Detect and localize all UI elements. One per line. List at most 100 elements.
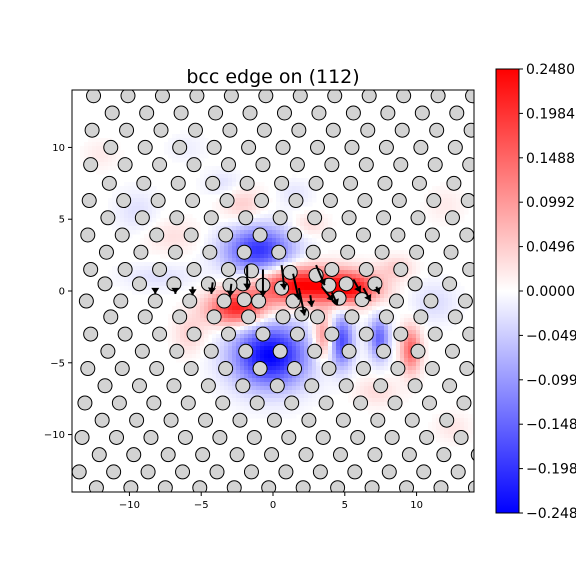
field-cell bbox=[368, 354, 373, 359]
field-cell bbox=[96, 154, 101, 159]
field-cell bbox=[340, 306, 345, 311]
field-cell bbox=[316, 378, 321, 383]
field-cell bbox=[264, 238, 269, 243]
field-cell bbox=[276, 206, 281, 211]
field-cell bbox=[276, 302, 281, 307]
field-cell bbox=[408, 358, 413, 363]
field-cell bbox=[240, 194, 245, 199]
field-cell bbox=[320, 370, 325, 375]
field-cell bbox=[268, 290, 273, 295]
field-cell bbox=[228, 374, 233, 379]
field-cell bbox=[184, 330, 189, 335]
field-cell bbox=[172, 266, 177, 271]
field-cell bbox=[432, 306, 437, 311]
field-cell bbox=[296, 262, 301, 267]
field-cell bbox=[364, 386, 369, 391]
field-cell bbox=[448, 430, 453, 435]
field-cell bbox=[252, 206, 257, 211]
field-cell bbox=[236, 202, 241, 207]
field-cell bbox=[348, 270, 353, 275]
field-cell bbox=[304, 210, 309, 215]
field-cell bbox=[140, 206, 145, 211]
field-cell bbox=[264, 318, 269, 323]
field-cell bbox=[308, 322, 313, 327]
field-cell bbox=[168, 142, 173, 147]
field-cell bbox=[236, 222, 241, 227]
atom bbox=[274, 280, 290, 296]
field-cell bbox=[96, 158, 101, 163]
field-cell bbox=[320, 266, 325, 271]
field-cell bbox=[444, 426, 449, 431]
field-cell bbox=[240, 198, 245, 203]
field-cell bbox=[216, 390, 221, 395]
field-cell bbox=[416, 362, 421, 367]
atom bbox=[254, 193, 270, 209]
field-cell bbox=[300, 386, 305, 391]
field-cell bbox=[176, 134, 181, 139]
y-tick-label: −10 bbox=[44, 430, 65, 441]
field-cell bbox=[280, 230, 285, 235]
field-cell bbox=[232, 386, 237, 391]
field-cell bbox=[428, 278, 433, 283]
field-cell bbox=[264, 398, 269, 403]
field-cell bbox=[184, 266, 189, 271]
field-cell bbox=[120, 222, 125, 227]
field-cell bbox=[236, 358, 241, 363]
field-cell bbox=[344, 370, 349, 375]
field-cell bbox=[328, 302, 333, 307]
field-cell bbox=[228, 390, 233, 395]
field-cell bbox=[336, 282, 341, 287]
field-cell bbox=[288, 386, 293, 391]
field-cell bbox=[300, 190, 305, 195]
atom bbox=[308, 175, 324, 191]
field-cell bbox=[284, 262, 289, 267]
atom bbox=[390, 361, 406, 377]
field-cell bbox=[180, 330, 185, 335]
displacement-arrow bbox=[330, 292, 339, 306]
field-cell bbox=[116, 154, 121, 159]
field-cell bbox=[308, 278, 313, 283]
field-cell bbox=[236, 170, 241, 175]
colorbar-tick-label: −0.148 bbox=[526, 417, 576, 433]
field-cell bbox=[364, 306, 369, 311]
field-cell bbox=[372, 314, 377, 319]
field-cell bbox=[300, 262, 305, 267]
field-cell bbox=[256, 382, 261, 387]
field-cell bbox=[440, 214, 445, 219]
field-cell bbox=[288, 190, 293, 195]
field-cell bbox=[396, 390, 401, 395]
field-cell bbox=[400, 398, 405, 403]
field-cell bbox=[268, 362, 273, 367]
field-cell bbox=[124, 182, 129, 187]
field-cell bbox=[392, 342, 397, 347]
atom bbox=[332, 447, 348, 463]
field-cell bbox=[336, 346, 341, 351]
field-cell bbox=[292, 410, 297, 415]
field-cell bbox=[288, 390, 293, 395]
field-cell bbox=[136, 198, 141, 203]
field-cell bbox=[100, 154, 105, 159]
field-cell bbox=[224, 390, 229, 395]
field-cell bbox=[176, 274, 181, 279]
field-cell bbox=[184, 326, 189, 331]
field-cell bbox=[416, 298, 421, 303]
field-cell bbox=[372, 254, 377, 259]
field-cell bbox=[376, 334, 381, 339]
field-cell bbox=[172, 234, 177, 239]
field-cell bbox=[336, 354, 341, 359]
field-cell bbox=[184, 226, 189, 231]
field-cell bbox=[152, 190, 157, 195]
field-cell bbox=[200, 294, 205, 299]
atom bbox=[345, 105, 361, 121]
field-cell bbox=[288, 214, 293, 219]
atom bbox=[307, 343, 323, 359]
atom bbox=[396, 90, 412, 104]
field-cell bbox=[284, 378, 289, 383]
field-cell bbox=[256, 250, 261, 255]
field-cell bbox=[332, 306, 337, 311]
field-cell bbox=[240, 238, 245, 243]
field-cell bbox=[196, 354, 201, 359]
field-cell bbox=[248, 358, 253, 363]
field-cell bbox=[228, 314, 233, 319]
atom bbox=[276, 105, 292, 121]
